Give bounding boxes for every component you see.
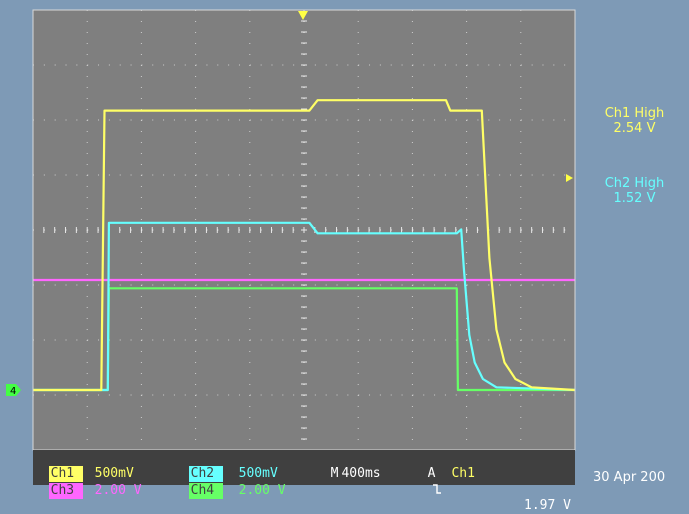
ch3-label: Ch3 <box>48 483 83 499</box>
graticule <box>32 9 576 451</box>
ground-marker-label: 4 <box>10 386 16 397</box>
timebase-prefix: M <box>330 466 339 481</box>
ch1-label: Ch1 <box>48 466 83 482</box>
ch1-readout[interactable]: Ch1 500mV <box>33 450 173 482</box>
readout-bar <box>33 450 575 485</box>
ch3-readout[interactable]: Ch3 2.00 V <box>33 467 173 499</box>
oscilloscope-display: 4 <box>6 9 576 485</box>
trigger-source: Ch1 <box>451 466 475 481</box>
ch1-high-measurement: Ch1 High 2.54 V <box>580 106 689 136</box>
ch2-measure-value: 1.52 V <box>613 191 656 206</box>
ch2-scale: 500mV <box>238 466 278 481</box>
date-stamp: 30 Apr 200 <box>593 470 666 485</box>
waveform-traces <box>33 99 576 392</box>
ch2-readout[interactable]: Ch2 500mV <box>173 450 313 482</box>
trigger-readout[interactable]: A Ch1 1.97 V <box>412 450 575 513</box>
trigger-level: 1.97 V <box>524 498 571 513</box>
ch3-scale: 2.00 V <box>94 483 142 498</box>
ch4-readout[interactable]: Ch4 2.00 V <box>173 467 313 499</box>
timebase-value: 400ms <box>341 466 381 481</box>
ch1-measure-title: Ch1 High <box>604 106 665 121</box>
ch1-scale: 500mV <box>94 466 134 481</box>
ch2-measure-title: Ch2 High <box>604 176 665 191</box>
timebase-readout[interactable]: M 400ms <box>315 450 410 481</box>
ch4-label: Ch4 <box>188 483 223 499</box>
ch4-scale: 2.00 V <box>238 483 286 498</box>
trigger-position-icon[interactable] <box>298 11 308 20</box>
ch2-trace <box>33 221 576 392</box>
ch1-trace <box>33 99 576 392</box>
trigger-level-icon[interactable] <box>566 174 573 182</box>
ch2-label: Ch2 <box>188 466 223 482</box>
ch2-high-measurement: Ch2 High 1.52 V <box>580 176 689 206</box>
trigger-mode: A <box>427 466 436 481</box>
ch1-measure-value: 2.54 V <box>613 121 656 136</box>
ch4-ground-marker[interactable]: 4 <box>6 384 21 397</box>
